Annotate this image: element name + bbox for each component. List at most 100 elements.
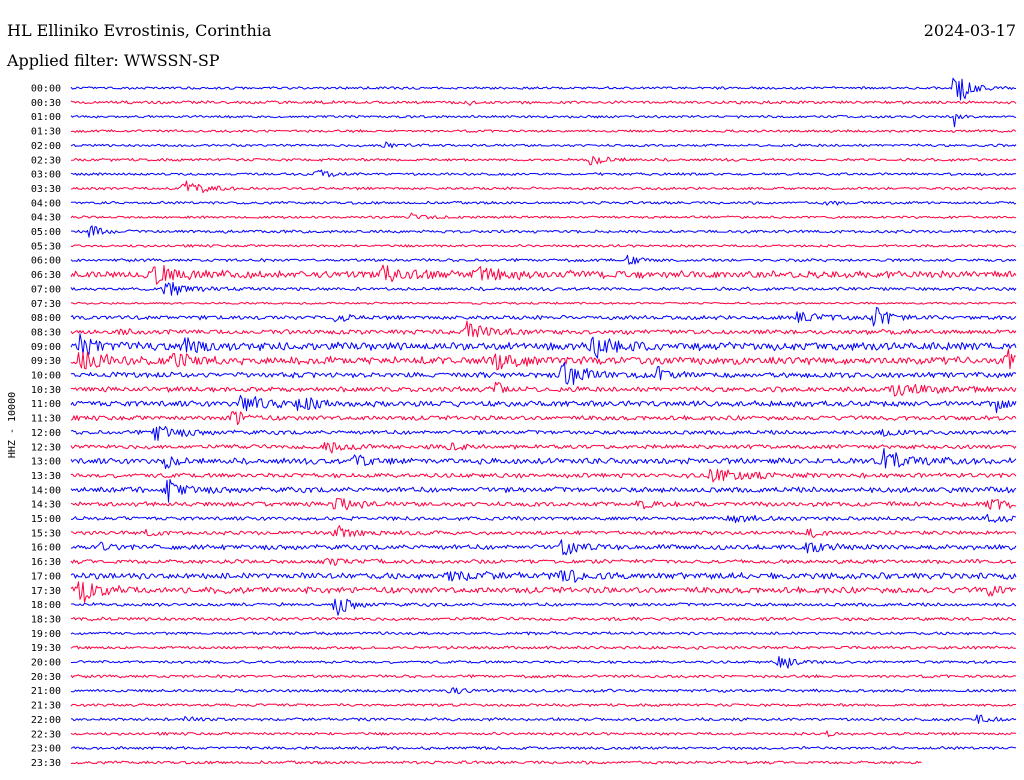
trace-line bbox=[70, 244, 1017, 248]
trace-line bbox=[70, 411, 1017, 426]
trace-line bbox=[70, 687, 1017, 694]
trace-line bbox=[70, 426, 1017, 441]
trace-line bbox=[70, 645, 1017, 650]
time-tick-label: 16:00 bbox=[31, 543, 61, 554]
time-tick-label: 21:30 bbox=[31, 701, 61, 712]
time-tick-label: 21:00 bbox=[31, 686, 61, 697]
time-tick-label: 22:30 bbox=[31, 729, 61, 740]
time-tick-label: 00:00 bbox=[31, 84, 61, 95]
trace-line bbox=[70, 468, 1017, 483]
time-tick-label: 16:30 bbox=[31, 557, 61, 568]
trace-line bbox=[70, 114, 1017, 128]
trace-line bbox=[70, 169, 1017, 178]
station-title: HL Elliniko Evrostinis, Corinthia bbox=[7, 21, 272, 40]
time-tick-label: 14:00 bbox=[31, 485, 61, 496]
trace-line bbox=[70, 301, 1017, 305]
time-tick-label: 20:30 bbox=[31, 672, 61, 683]
time-tick-label: 12:30 bbox=[31, 442, 61, 453]
trace-line bbox=[70, 307, 1017, 327]
trace-line bbox=[71, 513, 1017, 524]
time-tick-label: 09:30 bbox=[31, 356, 61, 367]
time-tick-label: 18:00 bbox=[31, 600, 61, 611]
time-tick-label: 01:00 bbox=[31, 112, 61, 123]
time-tick-labels: 00:00 00:30 01:00 01:30 02:00 02:30 03:00 03:30… bbox=[31, 84, 61, 769]
trace-line bbox=[70, 212, 1017, 220]
trace-line bbox=[70, 746, 1017, 751]
time-tick-label: 11:30 bbox=[31, 414, 61, 425]
time-tick-label: 08:30 bbox=[31, 327, 61, 338]
time-tick-label: 13:30 bbox=[31, 471, 61, 482]
trace-line bbox=[70, 674, 1017, 679]
time-tick-label: 06:00 bbox=[31, 256, 61, 267]
trace-line bbox=[70, 362, 1017, 385]
time-tick-label: 22:00 bbox=[31, 715, 61, 726]
time-tick-label: 04:30 bbox=[31, 213, 61, 224]
time-tick-label: 17:00 bbox=[31, 571, 61, 582]
time-tick-label: 08:00 bbox=[31, 313, 61, 324]
time-tick-label: 12:00 bbox=[31, 428, 61, 439]
trace-line bbox=[70, 381, 1017, 397]
time-tick-label: 14:30 bbox=[31, 500, 61, 511]
trace-line bbox=[70, 442, 1017, 454]
trace-line bbox=[71, 156, 1017, 166]
trace-line bbox=[70, 333, 1017, 359]
trace-line bbox=[70, 141, 1017, 149]
time-tick-label: 13:00 bbox=[31, 457, 61, 468]
trace-line bbox=[70, 348, 1017, 371]
time-tick-label: 05:00 bbox=[31, 227, 61, 238]
trace-line bbox=[70, 225, 1017, 238]
time-tick-label: 05:30 bbox=[31, 241, 61, 252]
time-tick-label: 19:00 bbox=[31, 629, 61, 640]
time-tick-label: 17:30 bbox=[31, 586, 61, 597]
time-tick-label: 02:00 bbox=[31, 141, 61, 152]
time-tick-label: 10:30 bbox=[31, 385, 61, 396]
time-tick-label: 10:00 bbox=[31, 371, 61, 382]
time-tick-label: 19:30 bbox=[31, 643, 61, 654]
time-tick-label: 11:00 bbox=[31, 399, 61, 410]
seismic-traces bbox=[70, 77, 1017, 765]
trace-line bbox=[70, 281, 1017, 296]
trace-line bbox=[70, 320, 1017, 338]
trace-line bbox=[71, 616, 1017, 622]
trace-line bbox=[70, 129, 1017, 133]
trace-line bbox=[70, 77, 1017, 101]
time-tick-label: 15:30 bbox=[31, 528, 61, 539]
time-tick-label: 20:00 bbox=[31, 658, 61, 669]
plot-date: 2024-03-17 bbox=[924, 21, 1016, 40]
trace-line bbox=[70, 558, 1017, 566]
trace-line bbox=[70, 479, 1017, 503]
time-tick-label: 07:00 bbox=[31, 284, 61, 295]
trace-line bbox=[70, 498, 1017, 511]
time-tick-label: 00:30 bbox=[31, 98, 61, 109]
time-tick-label: 03:30 bbox=[31, 184, 61, 195]
trace-line bbox=[70, 525, 1017, 539]
trace-line bbox=[70, 598, 1017, 616]
trace-line bbox=[70, 714, 1017, 724]
time-tick-label: 09:00 bbox=[31, 342, 61, 353]
time-tick-label: 04:00 bbox=[31, 198, 61, 209]
trace-line bbox=[70, 760, 922, 765]
trace-line bbox=[70, 394, 1017, 414]
trace-line bbox=[70, 631, 1016, 636]
time-tick-label: 03:00 bbox=[31, 170, 61, 181]
time-tick-label: 23:30 bbox=[31, 758, 61, 769]
time-tick-label: 07:30 bbox=[31, 299, 61, 310]
trace-line bbox=[71, 655, 1017, 669]
trace-line bbox=[70, 448, 1017, 470]
time-tick-label: 01:30 bbox=[31, 127, 61, 138]
trace-line bbox=[70, 200, 1017, 206]
trace-line bbox=[70, 581, 1017, 603]
trace-line bbox=[70, 730, 1016, 738]
trace-line bbox=[70, 100, 1017, 106]
trace-line bbox=[70, 254, 1017, 265]
trace-line bbox=[70, 180, 1017, 194]
channel-axis-label: HHZ - 10000 bbox=[7, 392, 18, 458]
time-tick-label: 15:00 bbox=[31, 514, 61, 525]
trace-line bbox=[70, 569, 1017, 583]
time-tick-label: 18:30 bbox=[31, 614, 61, 625]
time-tick-label: 06:30 bbox=[31, 270, 61, 281]
time-tick-label: 23:00 bbox=[31, 744, 61, 755]
trace-line bbox=[70, 539, 1017, 556]
trace-line bbox=[70, 703, 1016, 708]
